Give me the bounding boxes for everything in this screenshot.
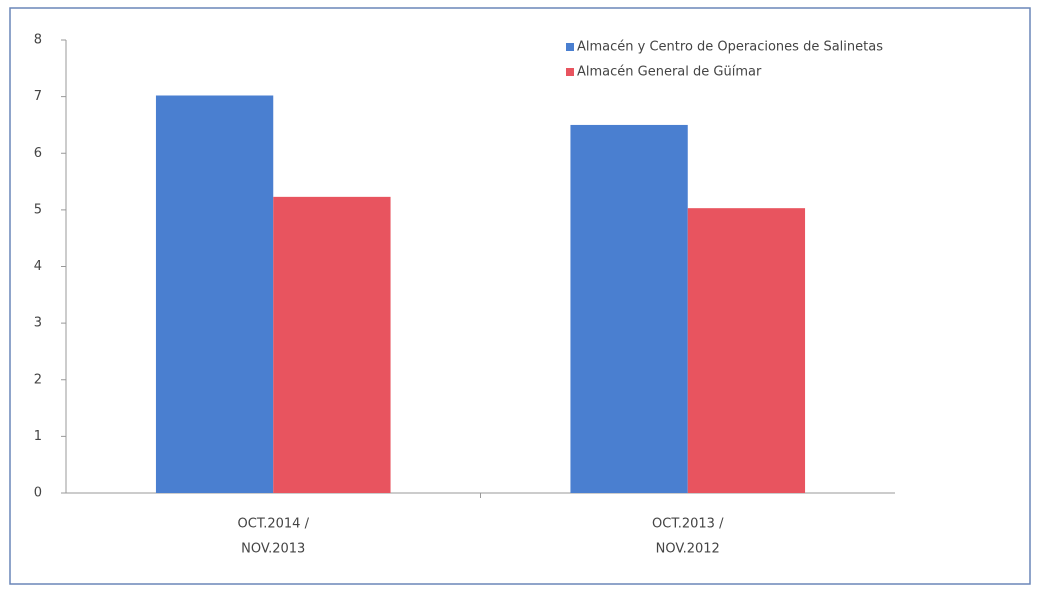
y-tick-label: 8 <box>34 33 42 48</box>
bar <box>273 196 391 493</box>
legend-swatch <box>566 43 574 51</box>
y-tick-label: 4 <box>34 259 42 274</box>
legend-swatch <box>566 68 574 76</box>
x-tick-label: OCT.2014 / <box>238 517 310 532</box>
legend-label: Almacén General de Güímar <box>577 65 762 80</box>
bar <box>687 208 806 493</box>
y-tick-label: 3 <box>34 316 42 331</box>
y-tick-label: 5 <box>34 202 42 217</box>
legend-label: Almacén y Centro de Operaciones de Salin… <box>577 40 883 55</box>
x-tick-label: NOV.2013 <box>241 542 305 557</box>
x-tick-label: OCT.2013 / <box>652 517 724 532</box>
x-tick-label: NOV.2012 <box>656 542 720 557</box>
y-tick-label: 1 <box>34 429 42 444</box>
bar <box>155 95 274 494</box>
y-tick-label: 7 <box>34 89 42 104</box>
y-tick-label: 2 <box>34 372 42 387</box>
bar <box>570 124 688 493</box>
y-tick-label: 0 <box>34 486 42 501</box>
y-tick-label: 6 <box>34 146 42 161</box>
